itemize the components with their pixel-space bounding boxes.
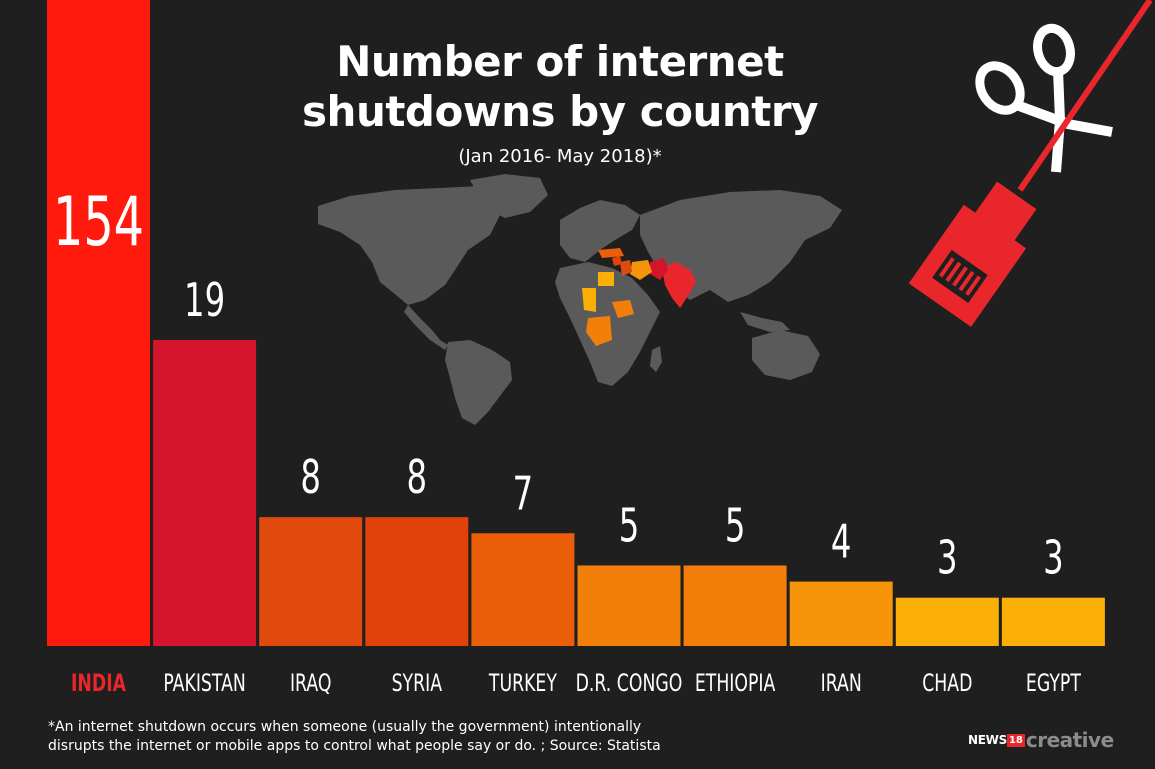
bar-turkey (471, 533, 575, 646)
bar-india (47, 0, 150, 646)
value-label-iraq: 8 (300, 451, 321, 505)
category-label-d-r-congo: D.R. CONGO (576, 669, 683, 697)
map-egypt (598, 272, 614, 286)
bar-chad (895, 597, 999, 646)
brand-creative: creative (1025, 728, 1114, 752)
category-label-iraq: IRAQ (290, 669, 332, 697)
value-label-turkey: 7 (513, 467, 534, 521)
value-label-pakistan: 19 (184, 274, 225, 328)
chart-title-line2: shutdowns by country (302, 87, 818, 136)
bar-iraq (259, 517, 363, 646)
brand-news: NEWS (968, 733, 1007, 747)
bars-group (47, 0, 1105, 646)
bar-syria (365, 517, 469, 646)
category-label-ethiopia: ETHIOPIA (695, 669, 776, 697)
value-label-chad: 3 (937, 531, 958, 585)
value-label-ethiopia: 5 (725, 499, 746, 553)
category-label-india: INDIA (71, 669, 127, 697)
category-label-syria: SYRIA (392, 669, 443, 697)
map-iran (630, 260, 652, 280)
ethernet-cable-icon (908, 0, 1153, 327)
brand-logo: NEWS 18 creative (968, 728, 1114, 752)
bar-pakistan (153, 340, 257, 646)
footnote-line1: *An internet shutdown occurs when someon… (48, 719, 642, 735)
bar-egypt (1001, 597, 1105, 646)
footnote: *An internet shutdown occurs when someon… (48, 718, 768, 756)
value-label-india: 154 (53, 183, 144, 262)
map-syria (612, 256, 622, 266)
chart-title-line1: Number of internet (336, 37, 784, 86)
value-label-d-r-congo: 5 (619, 499, 640, 553)
map-turkey (598, 248, 624, 258)
map-india (662, 262, 696, 308)
brand-number: 18 (1006, 733, 1025, 747)
category-label-chad: CHAD (922, 669, 972, 697)
scissors-icon (975, 23, 1113, 173)
map-ethiopia (612, 300, 634, 318)
data-labels-group: 154 19 8 8 7 5 5 4 3 3 (53, 183, 1064, 585)
world-map (318, 174, 842, 425)
bar-ethiopia (683, 565, 787, 646)
map-pakistan (650, 258, 668, 280)
bar-iran (789, 581, 893, 646)
map-iraq (620, 260, 632, 276)
value-label-iran: 4 (831, 515, 852, 569)
value-label-egypt: 3 (1043, 531, 1064, 585)
footnote-line2: disrupts the internet or mobile apps to … (48, 738, 661, 754)
category-label-egypt: EGYPT (1026, 669, 1081, 697)
map-chad (582, 288, 596, 312)
category-label-turkey: TURKEY (488, 669, 557, 697)
category-labels-group: INDIA PAKISTAN IRAQ SYRIA TURKEY D.R. CONGO ET… (71, 669, 1081, 697)
category-label-pakistan: PAKISTAN (163, 669, 245, 697)
map-drc (586, 316, 612, 346)
bar-d-r-congo (577, 565, 681, 646)
chart-subtitle: (Jan 2016- May 2018)* (458, 146, 662, 167)
category-label-iran: IRAN (821, 669, 862, 697)
value-label-syria: 8 (407, 451, 428, 505)
